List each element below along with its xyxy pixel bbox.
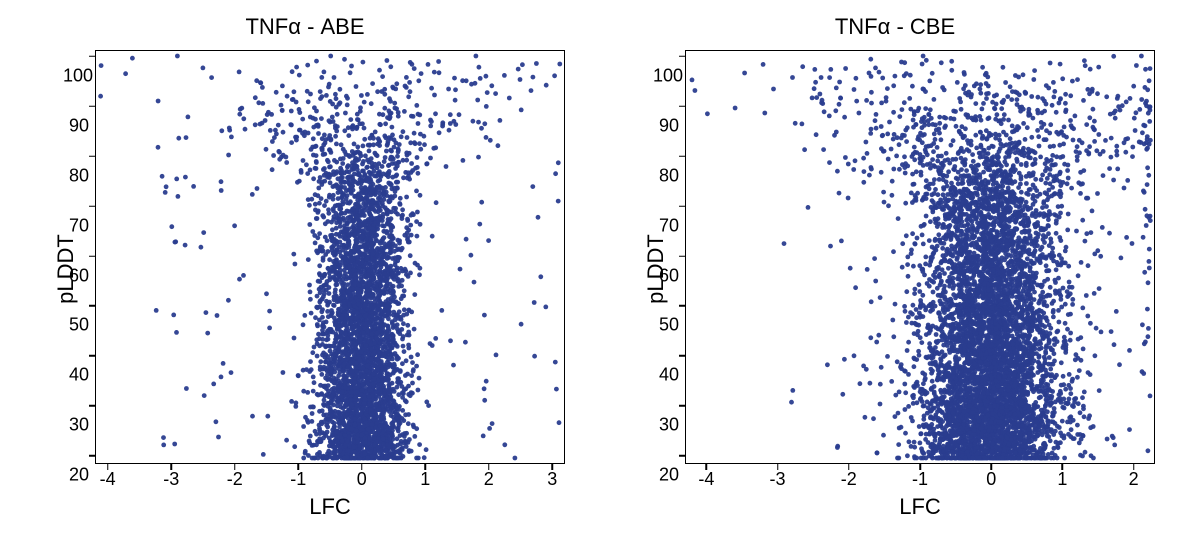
scatter-points — [686, 51, 1154, 463]
x-axis-label: LFC — [95, 494, 565, 520]
figure: TNFα - ABE pLDDT LFC -4-3-2-101232030405… — [0, 0, 1200, 538]
plot-area — [95, 50, 565, 464]
chart-title: TNFα - ABE — [25, 14, 585, 40]
chart-title: TNFα - CBE — [615, 14, 1175, 40]
panel-cbe: TNFα - CBE pLDDT LFC -4-3-2-101220304050… — [615, 14, 1175, 524]
panel-abe: TNFα - ABE pLDDT LFC -4-3-2-101232030405… — [25, 14, 585, 524]
scatter-points — [96, 51, 564, 463]
x-axis-label: LFC — [685, 494, 1155, 520]
plot-area — [685, 50, 1155, 464]
